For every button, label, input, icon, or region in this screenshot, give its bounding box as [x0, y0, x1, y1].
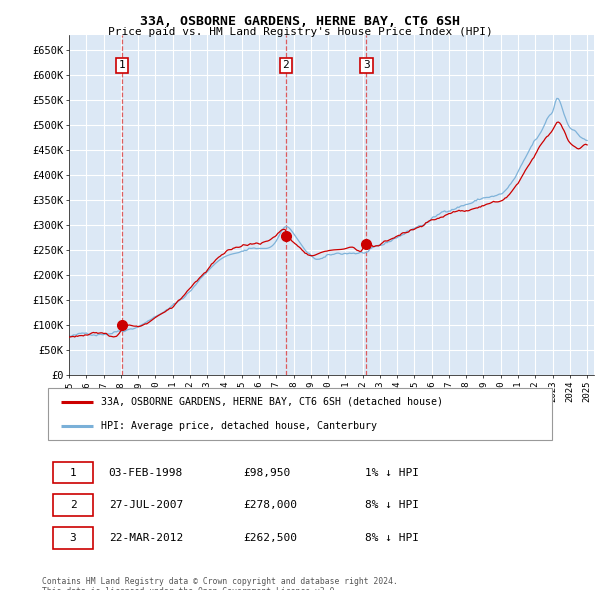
FancyBboxPatch shape	[53, 462, 93, 483]
Text: £278,000: £278,000	[244, 500, 298, 510]
FancyBboxPatch shape	[53, 527, 93, 549]
Text: £262,500: £262,500	[244, 533, 298, 543]
Text: 8% ↓ HPI: 8% ↓ HPI	[365, 533, 419, 543]
Text: 8% ↓ HPI: 8% ↓ HPI	[365, 500, 419, 510]
Text: Contains HM Land Registry data © Crown copyright and database right 2024.
This d: Contains HM Land Registry data © Crown c…	[42, 577, 398, 590]
Text: 1: 1	[70, 468, 76, 477]
Text: 1: 1	[119, 60, 125, 70]
Text: £98,950: £98,950	[244, 468, 290, 477]
Text: HPI: Average price, detached house, Canterbury: HPI: Average price, detached house, Cant…	[101, 421, 377, 431]
Text: 33A, OSBORNE GARDENS, HERNE BAY, CT6 6SH: 33A, OSBORNE GARDENS, HERNE BAY, CT6 6SH	[140, 15, 460, 28]
Text: 33A, OSBORNE GARDENS, HERNE BAY, CT6 6SH (detached house): 33A, OSBORNE GARDENS, HERNE BAY, CT6 6SH…	[101, 396, 443, 407]
Text: 1% ↓ HPI: 1% ↓ HPI	[365, 468, 419, 477]
Text: 3: 3	[363, 60, 370, 70]
Text: 3: 3	[70, 533, 76, 543]
FancyBboxPatch shape	[53, 494, 93, 516]
Text: 2: 2	[70, 500, 76, 510]
Text: Price paid vs. HM Land Registry's House Price Index (HPI): Price paid vs. HM Land Registry's House …	[107, 27, 493, 37]
Text: 27-JUL-2007: 27-JUL-2007	[109, 500, 183, 510]
Text: 03-FEB-1998: 03-FEB-1998	[109, 468, 183, 477]
Text: 22-MAR-2012: 22-MAR-2012	[109, 533, 183, 543]
FancyBboxPatch shape	[48, 388, 552, 440]
Text: 2: 2	[283, 60, 289, 70]
